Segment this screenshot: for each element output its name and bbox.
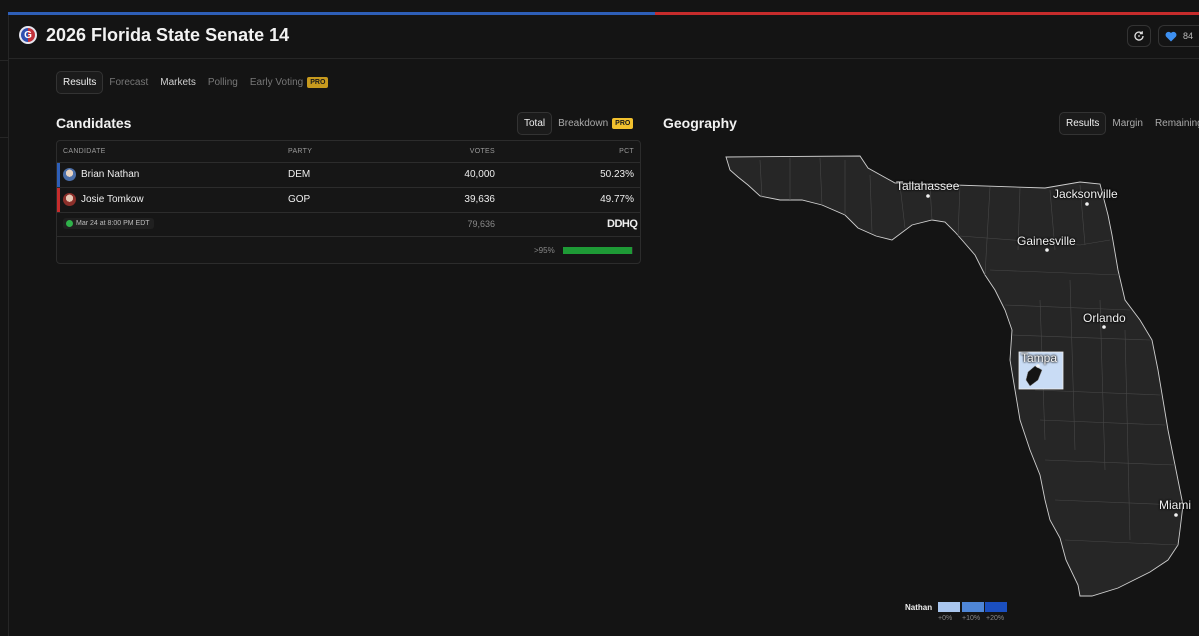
geography-heading: Geography	[663, 115, 737, 131]
candidates-view-toggle: Total Breakdown PRO	[517, 112, 639, 135]
refresh-button[interactable]	[1127, 25, 1151, 47]
city-label: Tampa	[1021, 351, 1058, 365]
page-title: 2026 Florida State Senate 14	[46, 25, 290, 45]
legend-swatch	[985, 602, 1007, 612]
site-logo[interactable]: G	[19, 26, 37, 44]
legend-label: +0%	[938, 615, 953, 622]
like-button[interactable]: 84	[1158, 25, 1199, 47]
table-row[interactable]: Josie Tomkow GOP 39,636 49.77%	[57, 188, 640, 213]
toggle-breakdown[interactable]: Breakdown PRO	[552, 113, 639, 134]
total-votes: 79,636	[467, 219, 495, 229]
legend-label: +20%	[986, 615, 1005, 622]
city-markers	[926, 194, 1178, 517]
sidebar-border	[8, 15, 9, 636]
party-color-bar	[57, 188, 60, 212]
tampa-bay-water	[1025, 365, 1043, 387]
legend-swatch	[938, 602, 960, 612]
timestamp-text: Mar 24 at 8:00 PM EDT	[76, 220, 150, 227]
source-logo: DDHQ	[607, 218, 638, 230]
heart-icon	[1165, 31, 1177, 41]
col-party[interactable]: PARTY	[288, 148, 313, 155]
reporting-progress-fill	[563, 247, 632, 254]
city-dot	[1102, 325, 1106, 329]
city-dot	[1045, 248, 1049, 252]
tab-early-voting-label: Early Voting	[249, 77, 304, 88]
live-dot-icon	[66, 220, 73, 227]
candidate-votes: 40,000	[464, 169, 495, 180]
results-table: CANDIDATE PARTY VOTES PCT Brian Nathan D…	[56, 140, 641, 264]
geography-view-toggle: Results Margin Remaining	[1059, 112, 1199, 135]
candidate-party: DEM	[288, 169, 311, 180]
refresh-icon	[1134, 31, 1144, 41]
reporting-label: >95%	[534, 246, 555, 255]
legend-candidate: Nathan	[905, 603, 933, 612]
pro-badge: PRO	[612, 118, 634, 129]
candidate-votes: 39,636	[464, 194, 495, 205]
city-dot	[926, 194, 930, 198]
candidate-name: Brian Nathan	[81, 169, 140, 180]
party-split-bar	[8, 12, 1199, 15]
table-footer: Mar 24 at 8:00 PM EDT 79,636 DDHQ	[57, 213, 640, 237]
party-color-bar	[57, 163, 60, 187]
city-label: Miami	[1159, 498, 1191, 512]
race-tabs: Results Forecast Markets Polling Early V…	[56, 71, 334, 94]
logo-letter: G	[21, 28, 35, 42]
toggle-margin[interactable]: Margin	[1112, 118, 1143, 129]
tab-early-voting[interactable]: Early Voting PRO	[244, 72, 335, 93]
tab-results[interactable]: Results	[56, 71, 104, 94]
toggle-total[interactable]: Total	[517, 112, 553, 135]
city-dot	[1036, 364, 1040, 368]
col-pct[interactable]: PCT	[619, 148, 634, 155]
candidates-heading: Candidates	[56, 115, 132, 131]
avatar	[63, 193, 76, 206]
toggle-results[interactable]: Results	[1059, 112, 1107, 135]
avatar	[63, 168, 76, 181]
city-dot	[1174, 513, 1178, 517]
table-header: CANDIDATE PARTY VOTES PCT	[57, 141, 640, 163]
city-dot	[1085, 202, 1089, 206]
city-label: Gainesville	[1017, 234, 1076, 248]
legend-swatch	[962, 602, 984, 612]
candidate-party: GOP	[288, 194, 311, 205]
col-votes[interactable]: VOTES	[469, 148, 495, 155]
legend-label: +10%	[962, 615, 981, 622]
toggle-breakdown-label: Breakdown	[558, 118, 609, 129]
county-lines	[759, 157, 1181, 546]
florida-map[interactable]	[700, 150, 1199, 610]
timestamp-badge: Mar 24 at 8:00 PM EDT	[63, 218, 154, 229]
florida-state-outline	[725, 155, 1184, 597]
pro-badge: PRO	[307, 77, 329, 88]
tab-markets[interactable]: Markets	[160, 77, 196, 88]
table-row[interactable]: Brian Nathan DEM 40,000 50.23%	[57, 163, 640, 188]
candidate-pct: 50.23%	[600, 169, 634, 180]
city-label: Tallahassee	[896, 179, 960, 193]
tab-forecast[interactable]: Forecast	[109, 77, 149, 88]
dem-bar	[8, 12, 655, 15]
candidate-pct: 49.77%	[600, 194, 634, 205]
candidate-name: Josie Tomkow	[81, 194, 144, 205]
page-header: G 2026 Florida State Senate 14 84	[9, 15, 1199, 59]
reporting-progress-bar	[563, 247, 633, 254]
city-label: Jacksonville	[1053, 187, 1118, 201]
city-label: Orlando	[1083, 311, 1126, 325]
toggle-remaining[interactable]: Remaining	[1154, 118, 1199, 129]
tab-polling[interactable]: Polling	[207, 77, 238, 88]
col-candidate[interactable]: CANDIDATE	[63, 148, 106, 155]
gop-bar	[655, 12, 1199, 15]
sidebar-stub	[0, 60, 8, 138]
like-count: 84	[1183, 31, 1194, 41]
